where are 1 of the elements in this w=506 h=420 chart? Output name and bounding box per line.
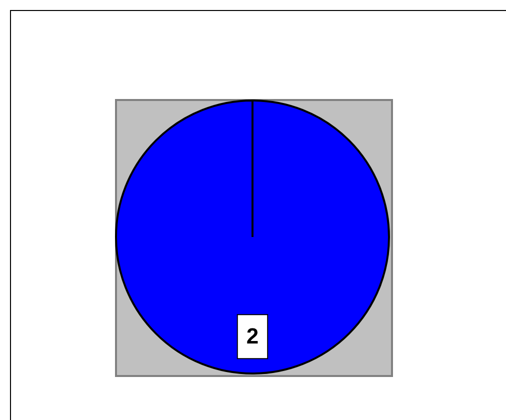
data-label: 2 xyxy=(246,324,259,349)
